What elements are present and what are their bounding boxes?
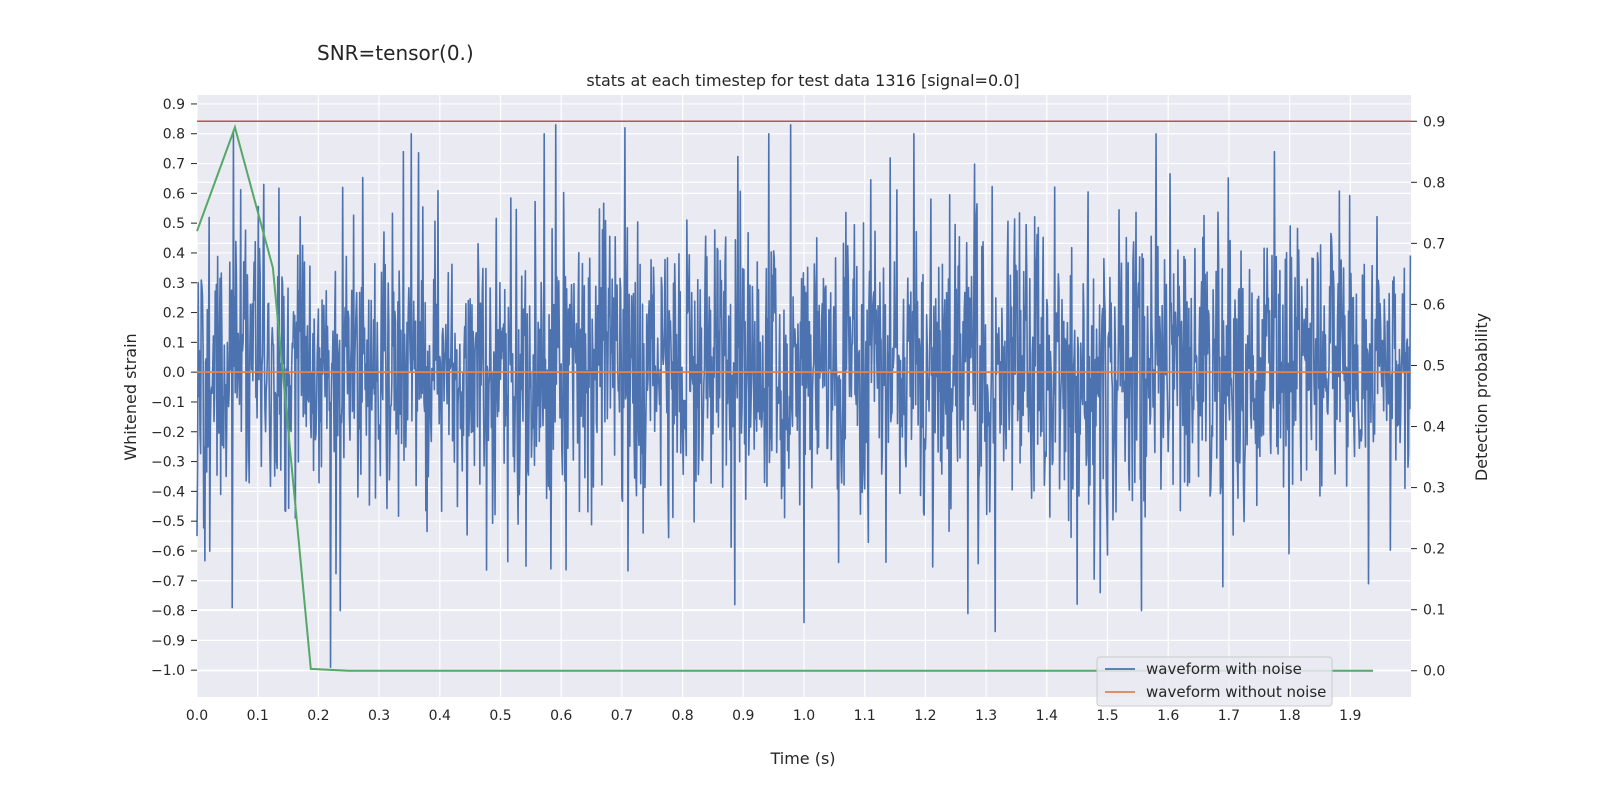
x-axis-ticks: 0.0 0.1 0.2 0.3 0.4 0.5 0.6 0.7 0.8 0.9 1.0 1.1 1.2 1…: [186, 708, 1362, 724]
y-tick-label: −0.2: [151, 425, 185, 441]
y2-tick-label: 0.0: [1423, 664, 1445, 680]
x-tick-label: 1.0: [793, 708, 815, 724]
y2-axis-ticks: 0.9 0.8 0.7 0.6 0.5 0.4 0.3 0.2 0.1 0.0: [1411, 114, 1445, 680]
y-tick-label: −0.6: [151, 544, 185, 560]
y2-tick-label: 0.2: [1423, 542, 1445, 558]
x-tick-label: 0.8: [671, 708, 693, 724]
y-tick-label: 0.2: [163, 306, 185, 322]
x-tick-label: 0.9: [732, 708, 754, 724]
y2-tick-label: 0.4: [1423, 420, 1445, 436]
detection-probability-line: [196, 124, 1374, 672]
y-tick-label: −0.7: [151, 574, 185, 590]
y-tick-label: 0.1: [163, 335, 185, 351]
y-axis-ticks: 0.9 0.8 0.7 0.6 0.5 0.4 0.3 0.2 0.1 0.0 −0.1 −0.2 −0…: [151, 97, 197, 679]
y-tick-label: 0.0: [163, 365, 185, 381]
y2-tick-label: 0.1: [1423, 603, 1445, 619]
x-axis-label: Time (s): [769, 749, 835, 768]
chart-title: stats at each timestep for test data 131…: [586, 71, 1019, 90]
x-tick-label: 1.7: [1218, 708, 1240, 724]
x-tick-label: 0.6: [550, 708, 572, 724]
y2-tick-label: 0.8: [1423, 175, 1445, 191]
legend-box: [1096, 656, 1333, 707]
x-tick-label: 1.9: [1339, 708, 1361, 724]
x-tick-label: 0.2: [307, 708, 329, 724]
x-tick-label: 0.3: [368, 708, 390, 724]
noisy-waveform-line: [196, 124, 1412, 668]
y2-tick-label: 0.9: [1423, 114, 1445, 130]
legend: waveform with noise waveform without noi…: [1096, 656, 1333, 707]
y-tick-label: 0.9: [163, 97, 185, 113]
y-tick-label: −1.0: [151, 663, 185, 679]
y2-tick-label: 0.3: [1423, 481, 1445, 497]
y-tick-label: −0.8: [151, 604, 185, 620]
x-tick-label: 0.1: [247, 708, 269, 724]
y-axis-label: Whitened strain: [121, 333, 140, 460]
suptitle: SNR=tensor(0.): [317, 41, 474, 65]
y-tick-label: −0.4: [151, 484, 185, 500]
y-tick-label: −0.1: [151, 395, 185, 411]
legend-label-noisy: waveform with noise: [1146, 660, 1302, 678]
y-tick-label: 0.3: [163, 276, 185, 292]
y-tick-label: 0.4: [163, 246, 185, 262]
y2-tick-label: 0.7: [1423, 236, 1445, 252]
x-tick-label: 1.8: [1278, 708, 1300, 724]
y-tick-label: −0.9: [151, 633, 185, 649]
y2-tick-label: 0.6: [1423, 297, 1445, 313]
y-tick-label: 0.5: [163, 216, 185, 232]
y-tick-label: −0.3: [151, 455, 185, 471]
y-tick-label: 0.8: [163, 127, 185, 143]
x-tick-label: 1.1: [854, 708, 876, 724]
x-tick-label: 1.5: [1096, 708, 1118, 724]
y2-axis-label: Detection probability: [1472, 313, 1491, 481]
x-tick-label: 0.0: [186, 708, 208, 724]
legend-label-clean: waveform without noise: [1146, 683, 1326, 701]
x-tick-label: 1.3: [975, 708, 997, 724]
y-tick-label: 0.6: [163, 186, 185, 202]
x-tick-label: 1.2: [914, 708, 936, 724]
x-tick-label: 1.4: [1036, 708, 1058, 724]
x-tick-label: 1.6: [1157, 708, 1179, 724]
y-tick-label: 0.7: [163, 157, 185, 173]
x-tick-label: 0.5: [489, 708, 511, 724]
series-layer: [196, 120, 1412, 672]
y2-tick-label: 0.5: [1423, 358, 1445, 374]
x-tick-label: 0.4: [429, 708, 451, 724]
x-tick-label: 0.7: [611, 708, 633, 724]
y-tick-label: −0.5: [151, 514, 185, 530]
